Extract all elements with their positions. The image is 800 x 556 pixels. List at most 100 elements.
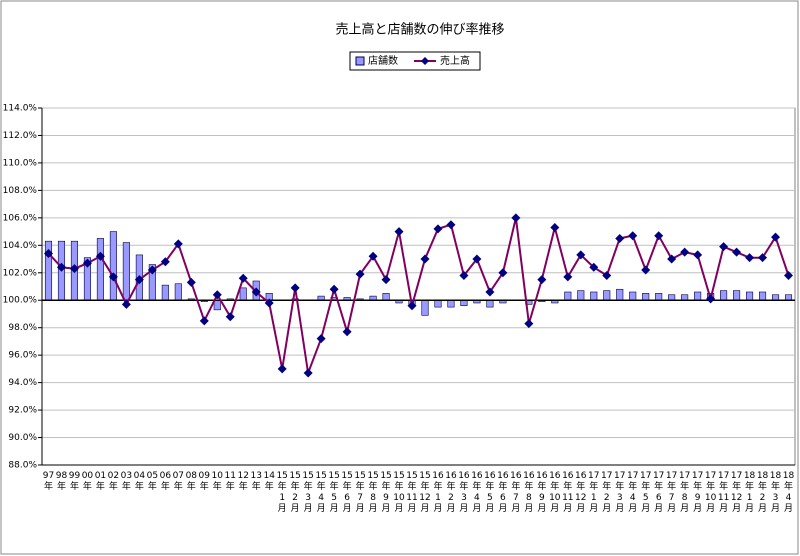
line-marker [108,272,118,282]
x-tick-label-part: 年 [732,480,741,492]
x-tick-label-part: 6 [344,493,350,503]
x-tick-label-part: 5 [331,493,337,503]
bar [460,299,468,307]
x-tick-label: 16 年 5 月 [484,471,496,514]
bar [590,291,598,301]
x-tick-label-part: 2 [448,493,454,503]
x-tick-label: 15 年 3 月 [302,471,313,514]
x-tick-label-part: 年 [719,480,728,492]
line-marker [251,287,261,297]
y-tick-label: 88.0% [8,461,37,471]
line-marker [758,253,768,263]
x-tick-label: 16 年 4 月 [471,471,483,514]
x-tick-label-part: 年 [304,480,313,492]
x-tick-label-part: 月 [498,503,507,514]
line-marker [524,319,534,329]
x-tick-label-part: 7 [357,493,363,503]
line-marker [186,277,196,287]
legend-marker [421,57,429,65]
x-tick-label-part: 11 [718,493,729,503]
x-tick-label-part: 月 [732,503,741,514]
line-marker [771,232,781,242]
bar [629,291,637,301]
y-tick-label: 92.0% [8,406,37,416]
x-tick-label-part: 15 [393,471,404,481]
x-tick-label-part: 年 [135,480,144,492]
bar [213,299,221,311]
line-marker [537,275,547,285]
line-marker [303,368,313,378]
line-marker [498,268,508,278]
x-tick-label: 15 年 5 月 [328,471,339,514]
x-tick-label: 16 年 1 月 [432,471,444,514]
bar [758,291,767,301]
x-tick-label-part: 年 [70,480,79,492]
y-tick-label: 96.0% [8,351,37,361]
x-tick-label: 17 年 11 月 [718,471,729,514]
x-tick-label-part: 年 [44,480,53,492]
x-tick-label: 17 年 8 月 [679,471,690,514]
x-tick-label-part: 11 [225,471,236,481]
x-tick-label-part: 6 [656,493,662,503]
bar [96,238,104,301]
x-tick-label-part: 月 [719,503,728,514]
x-tick-label: 16 年 11 月 [562,471,574,514]
y-tick-label: 112.0% [3,131,38,141]
y-tick-label: 102.0% [3,268,38,278]
x-tick-label-part: 16 [445,471,457,481]
x-tick-label-part: 月 [382,503,391,514]
x-tick-label: 12 年 [238,471,249,492]
line-marker [394,227,404,237]
x-tick-label-part: 2 [292,493,298,503]
x-tick-label-part: 15 [419,471,430,481]
bar [642,293,650,301]
x-tick-label-part: 年 [628,480,637,492]
line-marker [589,262,599,272]
x-tick-label: 17 年 3 月 [614,471,625,514]
x-tick-label-part: 8 [682,493,688,503]
x-tick-label-part: 17 [718,471,729,481]
line-marker [719,242,729,252]
bar [771,294,780,301]
line-marker [329,284,339,294]
x-tick-label-part: 02 [108,471,119,481]
bar [784,294,793,301]
x-tick-label-part: 月 [459,503,468,514]
x-tick-label-part: 2 [604,493,610,503]
x-tick-label-part: 04 [134,471,146,481]
x-tick-label-part: 98 [56,471,68,481]
line [47,217,790,377]
x-tick-label-part: 月 [758,503,767,514]
bar [122,242,130,301]
x-tick-label-part: 月 [693,503,702,514]
x-tick-label-part: 15 [289,471,300,481]
x-tick-label-part: 月 [278,503,287,514]
x-tick-label-part: 月 [446,503,455,514]
x-tick-label-part: 10 [393,493,405,503]
x-tick-label-part: 17 [731,471,742,481]
line-marker [69,264,79,274]
x-tick-label: 13 年 [250,471,261,492]
x-tick-label-part: 月 [667,503,676,514]
x-tick-label-part: 年 [187,480,196,492]
bar [447,299,455,308]
x-tick-label-part: 月 [433,503,442,514]
line-marker [628,231,638,241]
x-tick-label-part: 年 [524,480,533,492]
x-tick-label-part: 年 [317,480,326,492]
x-tick-label-part: 17 [640,471,651,481]
line-marker [407,301,417,311]
line-marker [238,273,248,283]
x-tick-label-part: 月 [420,503,429,514]
x-tick-label-part: 18 [770,471,782,481]
x-tick-label-part: 15 [302,471,313,481]
x-tick-label-part: 12 [575,493,586,503]
y-tick-label: 108.0% [3,186,38,196]
x-tick-label-part: 年 [550,480,559,492]
x-tick-label-part: 年 [408,480,417,492]
x-tick-label-part: 年 [420,480,429,492]
x-tick-label: 04 年 [134,471,146,492]
x-tick-label-part: 15 [354,471,365,481]
x-tick-label-part: 15 [276,471,287,481]
